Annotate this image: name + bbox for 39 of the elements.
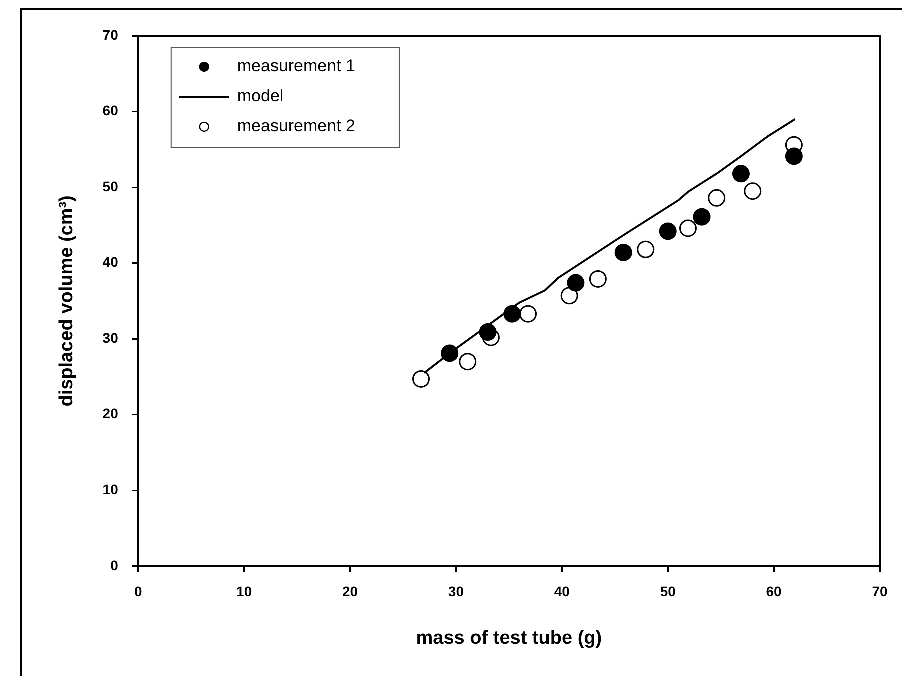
y-tick-label: 60 bbox=[102, 102, 119, 119]
y-tick-label: 40 bbox=[102, 254, 119, 270]
point bbox=[693, 208, 711, 226]
x-axis-title: mass of test tube (g) bbox=[416, 628, 602, 649]
x-tick-label: 50 bbox=[660, 584, 676, 600]
point bbox=[504, 305, 522, 323]
point bbox=[637, 240, 655, 258]
point bbox=[441, 344, 459, 362]
legend-label: measurement 1 bbox=[237, 56, 356, 76]
point bbox=[785, 148, 803, 166]
point bbox=[479, 324, 497, 342]
x-tick-label: 20 bbox=[342, 584, 358, 600]
point bbox=[732, 165, 750, 183]
legend-label: measurement 2 bbox=[237, 116, 356, 136]
point bbox=[614, 244, 632, 262]
y-axis-title: displaced volume (cm³) bbox=[56, 196, 78, 407]
point bbox=[520, 305, 538, 323]
y-tick-label: 20 bbox=[102, 406, 119, 422]
point bbox=[589, 270, 607, 288]
y-tick-label: 50 bbox=[102, 178, 119, 194]
y-tick-label: 30 bbox=[102, 330, 119, 346]
x-tick-label: 60 bbox=[766, 584, 782, 600]
x-tick-label: 10 bbox=[236, 584, 252, 600]
point bbox=[560, 287, 578, 305]
point bbox=[744, 182, 762, 200]
point bbox=[459, 353, 477, 371]
y-tick-label: 0 bbox=[110, 557, 119, 574]
x-tick-label: 0 bbox=[134, 584, 142, 600]
point bbox=[412, 370, 430, 388]
y-tick-label: 70 bbox=[102, 26, 119, 43]
point bbox=[659, 222, 677, 240]
y-tick-label: 10 bbox=[102, 481, 119, 498]
point bbox=[567, 274, 585, 292]
point bbox=[679, 220, 697, 238]
point bbox=[708, 189, 726, 207]
x-tick-label: 30 bbox=[448, 584, 464, 600]
legend-label: model bbox=[237, 86, 284, 106]
x-tick-label: 40 bbox=[554, 584, 570, 600]
x-tick-label: 70 bbox=[872, 584, 888, 600]
